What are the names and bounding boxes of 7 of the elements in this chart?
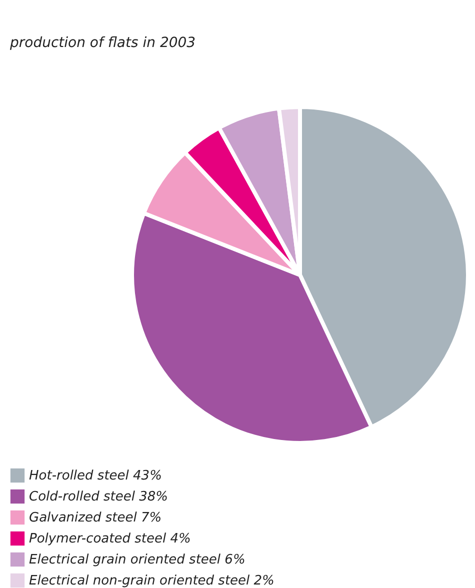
legend-label: Hot-rolled steel 43% xyxy=(29,468,162,484)
legend-label: Electrical non-grain oriented steel 2% xyxy=(29,574,274,588)
chart-title: production of flats in 2003 xyxy=(9,35,196,51)
legend-label: Polymer-coated steel 4% xyxy=(29,532,191,546)
legend-label: Cold-rolled steel 38% xyxy=(29,490,168,504)
legend-label: Galvanized steel 7% xyxy=(29,510,162,526)
legend-label: Electrical grain oriented steel 6% xyxy=(29,552,246,568)
